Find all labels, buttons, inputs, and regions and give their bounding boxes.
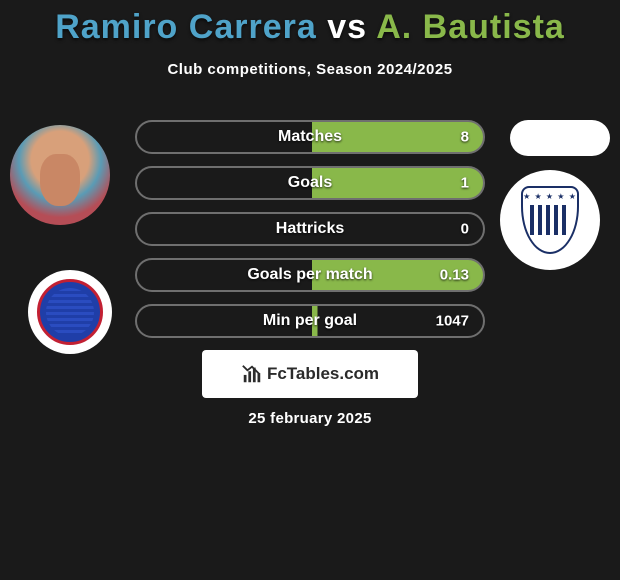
season-subtitle: Club competitions, Season 2024/2025	[0, 61, 620, 78]
player1-name: Ramiro Carrera	[55, 8, 317, 46]
stat-row: Matches 8	[135, 120, 485, 154]
vs-separator: vs	[327, 8, 367, 46]
comparison-title: Ramiro Carrera vs A. Bautista	[0, 0, 620, 47]
pachuca-badge: ★ ★ ★ ★ ★	[521, 186, 579, 254]
stat-value-right: 0.13	[440, 267, 469, 284]
stat-bars-container: Matches 8 Goals 1 Hattricks 0 Goals per match 0…	[135, 120, 485, 350]
stat-label: Min per goal	[263, 312, 357, 330]
stat-value-right: 1	[461, 175, 469, 192]
player1-avatar	[10, 125, 110, 225]
player2-club-logo: ★ ★ ★ ★ ★	[500, 170, 600, 270]
stat-row: Hattricks 0	[135, 212, 485, 246]
stat-row: Min per goal 1047	[135, 304, 485, 338]
cruz-azul-badge	[37, 279, 103, 345]
stat-row: Goals per match 0.13	[135, 258, 485, 292]
snapshot-date: 25 february 2025	[248, 410, 371, 427]
stat-value-right: 1047	[436, 313, 469, 330]
brand-badge[interactable]: FcTables.com	[202, 350, 418, 398]
bar-chart-icon	[241, 363, 263, 385]
player2-name: A. Bautista	[376, 8, 565, 46]
player1-club-logo	[28, 270, 112, 354]
stat-label: Goals	[288, 174, 332, 192]
stat-label: Matches	[278, 128, 342, 146]
stat-value-right: 0	[461, 221, 469, 238]
pachuca-stripes	[530, 205, 570, 235]
stat-label: Hattricks	[276, 220, 344, 238]
brand-text: FcTables.com	[267, 364, 379, 384]
stat-row: Goals 1	[135, 166, 485, 200]
pachuca-stars: ★ ★ ★ ★ ★	[523, 192, 577, 201]
stat-value-right: 8	[461, 129, 469, 146]
player2-avatar-placeholder	[510, 120, 610, 156]
stat-label: Goals per match	[247, 266, 372, 284]
